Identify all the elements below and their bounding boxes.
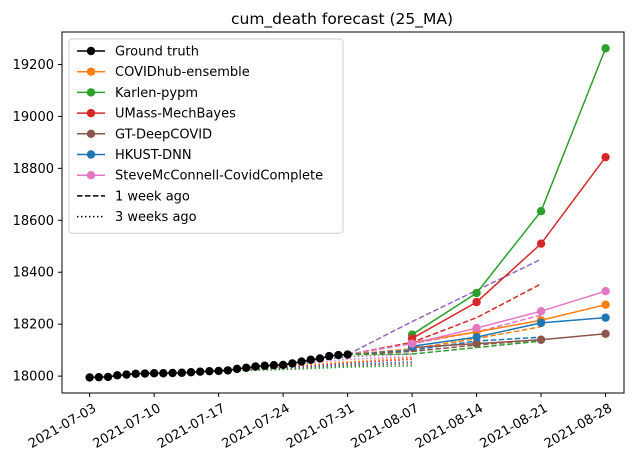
x-tick-label: 2021-08-21 — [478, 401, 551, 452]
data-point-ground-truth — [242, 363, 251, 373]
series-line-umass-mechbayes — [411, 156, 607, 340]
legend-marker-ground-truth — [86, 46, 96, 56]
y-tick-label: 18600 — [13, 214, 54, 229]
legend-label-gt-deepcovid: GT-DeepCOVID — [115, 127, 212, 142]
data-point-ground-truth — [122, 370, 131, 379]
data-point-ground-truth — [168, 368, 177, 378]
data-point-stevemcconnell-covidcomplete — [536, 306, 546, 316]
legend-marker-covidhub-ensemble — [86, 67, 96, 76]
data-point-ground-truth — [297, 357, 306, 366]
data-point-hkust-dnn — [601, 313, 610, 322]
data-point-ground-truth — [232, 364, 242, 374]
chart-title: cum_death forecast (25_MA) — [231, 10, 453, 29]
series-line-karlen-pypm — [411, 48, 607, 336]
data-point-ground-truth — [85, 373, 94, 382]
data-point-ground-truth — [94, 372, 104, 382]
data-point-ground-truth — [195, 367, 205, 376]
x-tick-label: 2021-07-17 — [155, 401, 228, 452]
legend-label-3-weeks-ago: 3 weeks ago — [115, 210, 197, 225]
data-point-stevemcconnell-covidcomplete — [601, 286, 610, 296]
data-point-karlen-pypm — [601, 44, 610, 53]
data-point-ground-truth — [205, 366, 214, 376]
data-point-ground-truth — [131, 369, 140, 378]
data-point-covidhub-ensemble — [601, 300, 610, 309]
data-point-gt-deepcovid — [536, 335, 546, 344]
series-line-hkust-dnn — [411, 316, 606, 347]
y-tick-label: 18800 — [13, 162, 54, 177]
series-3-weeks-ago-line — [218, 364, 413, 372]
legend-marker-gt-deepcovid — [86, 129, 96, 138]
series-1-week-ago-line — [347, 340, 542, 356]
axes-frame — [61, 31, 625, 394]
legend-box — [68, 38, 344, 234]
data-point-ground-truth — [334, 350, 343, 360]
data-point-ground-truth — [223, 366, 233, 375]
data-point-umass-mechbayes — [536, 239, 546, 248]
x-tick-label: 2021-07-10 — [91, 401, 164, 452]
x-axis: 2021-07-032021-07-102021-07-172021-07-24… — [26, 393, 615, 452]
x-tick-label: 2021-07-03 — [26, 401, 99, 452]
legend-marker-karlen-pypm — [86, 88, 96, 97]
data-point-ground-truth — [324, 351, 334, 361]
data-point-ground-truth — [186, 368, 196, 377]
data-point-ground-truth — [260, 361, 269, 370]
data-point-ground-truth — [288, 359, 297, 368]
data-point-umass-mechbayes — [472, 297, 481, 307]
data-point-ground-truth — [113, 371, 122, 380]
data-point-ground-truth — [251, 362, 260, 371]
y-tick-label: 18200 — [13, 318, 54, 333]
data-point-umass-mechbayes — [601, 152, 610, 162]
data-point-ground-truth — [269, 361, 279, 370]
y-tick-label: 18000 — [13, 370, 54, 385]
legend-label-karlen-pypm: Karlen-pypm — [115, 86, 198, 101]
legend-label-umass-mechbayes: UMass-MechBayes — [115, 107, 236, 122]
series-line-stevemcconnell-covidcomplete — [411, 290, 606, 345]
legend-label-hkust-dnn: HKUST-DNN — [115, 148, 192, 163]
data-point-stevemcconnell-covidcomplete — [472, 323, 481, 333]
y-axis: 18000 18200 18400 18600 18800 19000 19200 — [13, 58, 62, 385]
legend: Ground truth COVIDhub-ensemble Karlen-pypm… — [68, 38, 344, 234]
series-line-covidhub-ensemble — [411, 303, 606, 344]
x-tick-label: 2021-08-07 — [349, 401, 422, 452]
legend-label-stevemcconnell-covidcomplete: SteveMcConnell-CovidComplete — [115, 169, 323, 184]
legend-label-ground-truth: Ground truth — [115, 45, 199, 60]
legend-marker-stevemcconnell-covidcomplete — [86, 171, 96, 180]
data-point-ground-truth — [306, 355, 315, 364]
data-point-ground-truth — [140, 369, 150, 378]
data-point-hkust-dnn — [472, 332, 481, 342]
x-tick-label: 2021-08-28 — [542, 401, 615, 452]
data-point-ground-truth — [149, 369, 159, 378]
data-point-karlen-pypm — [536, 207, 546, 216]
x-tick-label: 2021-07-31 — [284, 401, 357, 452]
data-point-ground-truth — [177, 368, 186, 377]
data-point-ground-truth — [278, 360, 288, 370]
data-point-hkust-dnn — [536, 318, 546, 328]
y-tick-label: 19000 — [13, 110, 54, 125]
data-point-ground-truth — [159, 369, 168, 378]
legend-marker-umass-mechbayes — [86, 108, 96, 118]
data-point-ground-truth — [214, 366, 223, 376]
data-point-gt-deepcovid — [601, 329, 610, 338]
y-tick-label: 18400 — [13, 266, 54, 281]
legend-label-covidhub-ensemble: COVIDhub-ensemble — [115, 65, 250, 80]
legend-label-1-week-ago: 1 week ago — [115, 189, 190, 204]
data-point-karlen-pypm — [472, 288, 481, 298]
x-tick-label: 2021-08-14 — [413, 401, 486, 452]
data-point-ground-truth — [343, 350, 352, 359]
plot-area — [85, 44, 610, 382]
x-tick-label: 2021-07-24 — [220, 401, 293, 452]
series-line-gt-deepcovid — [412, 333, 606, 349]
y-tick-label: 19200 — [13, 58, 54, 73]
data-point-stevemcconnell-covidcomplete — [407, 339, 417, 348]
data-point-gt-deepcovid — [472, 339, 481, 348]
series-1-week-ago-line — [347, 258, 542, 356]
data-point-ground-truth — [315, 354, 325, 363]
legend-marker-hkust-dnn — [86, 150, 96, 159]
data-point-ground-truth — [103, 372, 113, 382]
